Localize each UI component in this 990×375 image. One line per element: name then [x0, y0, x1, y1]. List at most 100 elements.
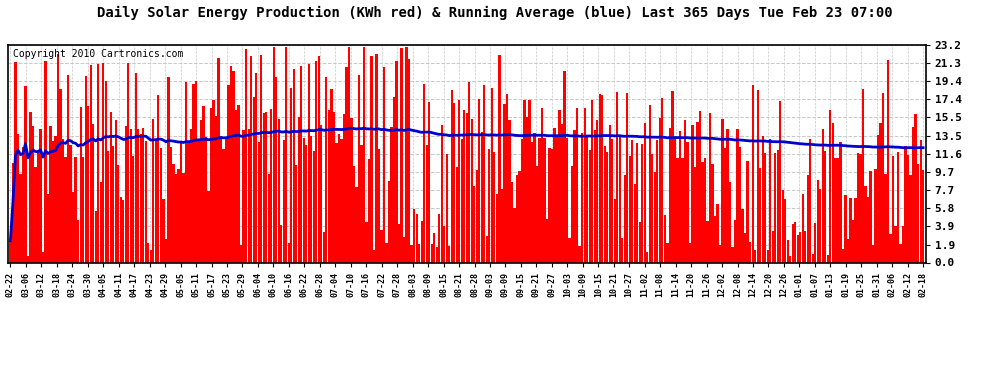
Bar	[840, 142, 842, 262]
Bar	[599, 94, 601, 262]
Bar	[390, 128, 393, 262]
Bar	[894, 226, 897, 262]
Bar	[488, 149, 490, 262]
Bar	[616, 92, 619, 262]
Bar	[920, 140, 922, 262]
Bar	[35, 167, 37, 262]
Bar	[591, 100, 593, 262]
Bar	[240, 245, 243, 262]
Bar	[686, 142, 689, 262]
Bar	[164, 239, 167, 262]
Bar	[727, 129, 729, 262]
Bar	[375, 54, 377, 262]
Bar	[536, 166, 539, 262]
Bar	[794, 222, 796, 262]
Bar	[681, 158, 683, 262]
Bar	[519, 171, 521, 262]
Bar	[343, 114, 346, 262]
Bar	[581, 134, 583, 262]
Bar	[225, 139, 227, 262]
Bar	[157, 95, 159, 262]
Bar	[684, 120, 686, 262]
Bar	[671, 91, 673, 262]
Bar	[428, 102, 431, 262]
Bar	[807, 175, 809, 262]
Bar	[503, 104, 506, 262]
Bar	[663, 215, 666, 262]
Bar	[223, 149, 225, 262]
Bar	[436, 248, 438, 262]
Bar	[408, 58, 410, 262]
Bar	[611, 139, 614, 262]
Bar	[175, 174, 177, 262]
Bar	[468, 82, 470, 262]
Bar	[737, 129, 739, 262]
Bar	[458, 100, 460, 262]
Bar	[746, 160, 748, 262]
Bar	[110, 112, 112, 262]
Bar	[195, 81, 197, 262]
Bar	[388, 181, 390, 262]
Bar	[754, 250, 756, 262]
Bar	[781, 190, 784, 262]
Bar	[197, 139, 200, 262]
Bar	[333, 112, 335, 262]
Bar	[724, 148, 727, 262]
Bar	[51, 141, 54, 262]
Bar	[526, 117, 528, 262]
Bar	[787, 240, 789, 262]
Bar	[448, 246, 450, 262]
Bar	[403, 237, 405, 262]
Bar	[544, 138, 545, 262]
Bar	[556, 136, 558, 262]
Bar	[679, 131, 681, 262]
Bar	[426, 145, 428, 262]
Bar	[255, 73, 257, 262]
Bar	[32, 126, 34, 262]
Bar	[270, 109, 272, 262]
Bar	[87, 106, 89, 262]
Bar	[506, 93, 508, 262]
Bar	[601, 95, 603, 262]
Bar	[842, 249, 844, 262]
Bar	[548, 148, 550, 262]
Bar	[143, 129, 145, 262]
Bar	[177, 169, 179, 262]
Bar	[233, 71, 235, 262]
Bar	[313, 151, 315, 262]
Bar	[709, 113, 711, 262]
Bar	[357, 75, 360, 262]
Bar	[729, 183, 732, 262]
Bar	[444, 226, 446, 262]
Bar	[355, 187, 357, 262]
Bar	[25, 86, 27, 262]
Bar	[320, 125, 323, 262]
Bar	[483, 86, 485, 262]
Bar	[315, 61, 318, 262]
Bar	[902, 226, 904, 262]
Bar	[30, 112, 32, 262]
Bar	[541, 108, 544, 262]
Bar	[751, 85, 753, 262]
Bar	[248, 129, 249, 262]
Bar	[558, 110, 560, 262]
Bar	[148, 243, 149, 262]
Bar	[912, 127, 914, 262]
Bar	[624, 176, 626, 262]
Bar	[814, 224, 817, 262]
Bar	[732, 247, 734, 262]
Bar	[154, 139, 157, 262]
Bar	[64, 157, 66, 262]
Bar	[373, 250, 375, 262]
Bar	[185, 82, 187, 262]
Bar	[363, 47, 365, 262]
Bar	[879, 123, 882, 262]
Bar	[190, 129, 192, 262]
Bar	[689, 243, 691, 262]
Bar	[149, 250, 152, 262]
Bar	[491, 88, 493, 262]
Bar	[676, 158, 678, 262]
Bar	[152, 119, 154, 262]
Bar	[127, 63, 130, 262]
Bar	[626, 93, 629, 262]
